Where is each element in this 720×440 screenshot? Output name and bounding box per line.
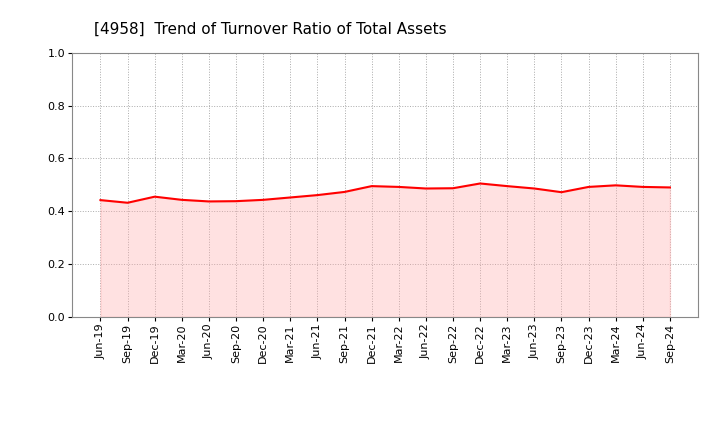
Text: [4958]  Trend of Turnover Ratio of Total Assets: [4958] Trend of Turnover Ratio of Total … <box>94 22 446 37</box>
